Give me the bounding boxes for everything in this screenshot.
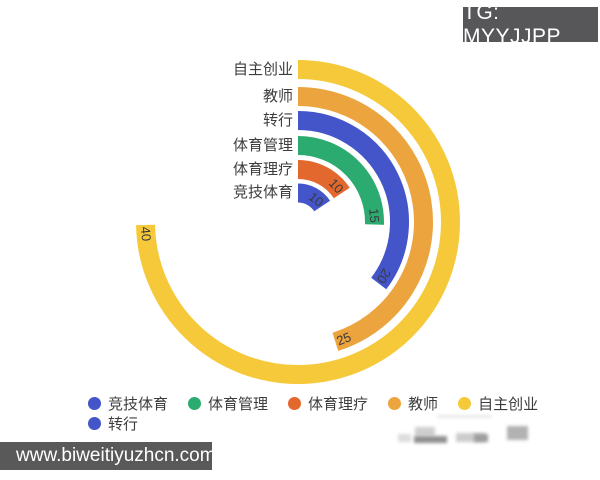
legend-label: 教师 [408,395,439,413]
chart-bar-体育理疗[interactable] [297,160,350,199]
legend-label: 体育管理 [208,395,269,413]
blurred-artifact [414,436,447,443]
chart-bar-自主创业[interactable] [136,60,460,384]
legend-dot-icon [88,396,101,410]
tg-contact-badge: TG: MYYJJPP [463,1,598,48]
chart-bar-转行[interactable] [297,111,409,290]
legend-item-体育管理[interactable]: 体育管理 [188,394,269,413]
chart-bar-教师[interactable] [297,87,433,351]
legend-item-竞技体育[interactable]: 竞技体育 [88,394,169,413]
legend-item-教师[interactable]: 教师 [388,394,439,413]
blurred-artifact [398,434,411,442]
legend-dot-icon [188,396,202,410]
legend-label: 竞技体育 [108,395,169,413]
bar-value-label: 20 [374,266,394,286]
bar-value-label: 15 [366,208,382,224]
category-label-体育管理: 体育管理 [232,136,293,154]
legend-label: 体育理疗 [308,395,369,413]
bar-value-label: 40 [138,226,154,242]
tg-contact-text: TG: MYYJJPP [463,0,562,48]
category-label-转行: 转行 [262,111,293,129]
category-label-体育理疗: 体育理疗 [232,160,293,178]
legend-dot-icon [388,396,402,410]
legend-item-自主创业[interactable]: 自主创业 [458,394,539,413]
legend-dot-icon [88,416,101,430]
chart-bar-竞技体育[interactable] [297,183,331,212]
blurred-artifact [456,433,485,442]
blurred-artifact [415,427,435,436]
chart-bar-体育管理[interactable] [297,136,384,225]
watermark-url: www.biweitiyuzhcn.com [16,445,216,466]
blurred-artifact [474,434,488,442]
watermark-bar: www.biweitiyuzhcn.com [0,442,216,470]
blurred-artifact [437,415,492,418]
legend-label: 转行 [108,415,139,433]
category-label-自主创业: 自主创业 [232,60,293,78]
chart-legend: 竞技体育 体育管理 体育理疗 教师 自主创业转行 [88,394,550,433]
legend-item-转行[interactable]: 转行 [88,414,139,433]
category-label-竞技体育: 竞技体育 [232,184,293,201]
legend-dot-icon [458,396,472,410]
category-label-教师: 教师 [262,87,293,105]
blurred-artifact [507,426,528,440]
legend-item-体育理疗[interactable]: 体育理疗 [288,394,369,413]
bar-value-label: 25 [334,329,353,348]
legend-dot-icon [288,396,302,410]
legend-label: 自主创业 [478,395,539,413]
